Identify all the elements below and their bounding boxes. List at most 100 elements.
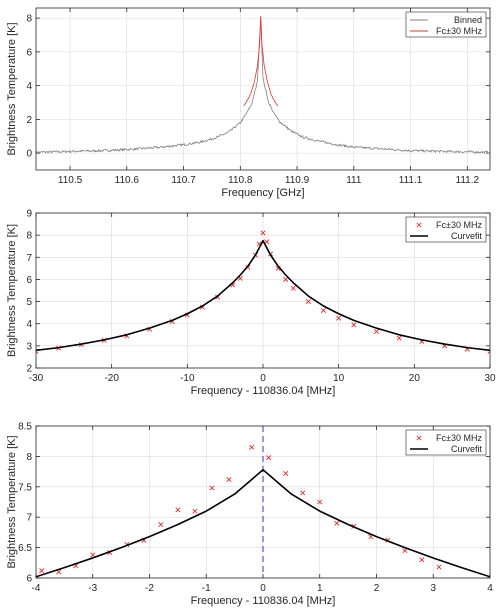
data-point	[158, 521, 164, 528]
data-point	[402, 548, 408, 554]
x-tick-label: 10	[333, 373, 345, 384]
data-point	[175, 507, 181, 513]
plot-frame	[35, 212, 491, 369]
legend-label: Curvefit	[451, 444, 483, 454]
data-point	[305, 299, 311, 305]
data-point	[373, 328, 380, 334]
x-tick-label: 20	[409, 373, 421, 384]
series-line-2	[36, 468, 490, 578]
y-tick-label: 6	[26, 47, 32, 58]
legend-label: Fc±30 MHz	[436, 433, 482, 443]
legend-label: Curvefit	[451, 231, 483, 241]
data-point	[192, 508, 198, 514]
y-tick-label: 0	[26, 149, 32, 160]
x-tick-label: 111.1	[399, 175, 423, 186]
legend-box	[405, 216, 487, 243]
legend-swatch	[416, 435, 422, 441]
y-tick-label: 5	[26, 297, 32, 308]
x-tick-label: 111	[346, 175, 362, 186]
series-line-1	[36, 16, 490, 154]
x-tick-label: -1	[202, 583, 211, 594]
x-tick-label: 110.6	[115, 175, 140, 186]
data-point	[396, 335, 402, 341]
y-axis-label: Brightness Temperature [K]	[6, 22, 18, 155]
x-tick-label: 111.2	[456, 175, 480, 186]
data-point	[436, 564, 442, 570]
y-tick-label: 6	[26, 574, 32, 585]
legend-label: Fc±30 MHz	[436, 220, 482, 230]
data-point	[249, 444, 255, 450]
chart-1: 110.5 110.6 110.7 110.8 110.9 111 111.1 111.2 0 2…	[6, 7, 491, 199]
y-tick-label: 2	[26, 115, 32, 126]
data-point	[419, 557, 425, 563]
x-tick-label: -30	[29, 373, 44, 384]
y-tick-label: 4	[26, 319, 32, 330]
x-axis-label: Frequency - 110836.04 [MHz]	[191, 385, 336, 397]
x-tick-label: 0	[260, 373, 266, 384]
y-tick-label: 6	[26, 275, 32, 286]
data-point	[290, 285, 296, 291]
x-tick-label: -2	[145, 583, 154, 594]
x-tick-label: -3	[88, 583, 97, 594]
legend-box	[405, 11, 487, 38]
y-axis-label: Brightness Temperature [K]	[6, 224, 18, 357]
data-layer	[36, 16, 490, 154]
x-tick-label: -10	[180, 373, 195, 384]
data-point	[90, 552, 96, 558]
y-tick-label: 8	[26, 14, 32, 25]
data-point	[39, 568, 45, 574]
data-point	[283, 470, 289, 476]
y-axis-label: Brightness Temperature [K]	[6, 435, 18, 568]
data-point	[317, 499, 323, 505]
chart-2: -30 -20 -10 0 10 20 30 2 3 4 5 6 7 8 9 Frequency - 1108…	[6, 209, 496, 398]
data-point	[266, 455, 272, 461]
x-tick-label: 3	[430, 583, 436, 594]
data-point	[264, 239, 270, 245]
y-tick-label: 3	[26, 341, 32, 352]
legend-label: Binned	[454, 15, 482, 25]
x-tick-label: 30	[484, 373, 496, 384]
data-point	[351, 322, 357, 328]
data-point	[300, 490, 306, 496]
legend-box	[405, 429, 487, 456]
data-point	[334, 520, 340, 526]
y-tick-label: 6.5	[18, 543, 32, 554]
y-tick-label: 7	[26, 253, 32, 264]
y-tick-label: 8.5	[18, 422, 32, 433]
x-tick-label: 110.7	[171, 175, 196, 186]
data-layer	[36, 426, 490, 578]
x-tick-label: 110.5	[58, 175, 83, 186]
y-tick-label: 9	[26, 209, 32, 220]
y-tick-label: 2	[26, 364, 32, 375]
y-tick-label: 8	[26, 452, 32, 463]
legend-swatch	[416, 222, 422, 228]
series-line-2	[36, 239, 490, 352]
series-line-2	[243, 16, 279, 107]
x-tick-label: -20	[104, 373, 119, 384]
x-tick-label: 2	[374, 583, 380, 594]
x-tick-label: -4	[32, 583, 41, 594]
x-tick-label: 0	[260, 583, 266, 594]
chart-3: -4 -3 -2 -1 0 1 2 3 4 6 6.5 7 7.5 8 8.5 Frequency - 110…	[6, 422, 493, 608]
data-point	[260, 230, 266, 236]
y-tick-label: 4	[26, 81, 32, 92]
data-point	[226, 476, 232, 483]
x-axis-label: Frequency - 110836.04 [MHz]	[191, 595, 336, 607]
data-point	[283, 276, 289, 282]
x-tick-label: 110.8	[228, 175, 253, 186]
x-tick-label: 4	[487, 583, 493, 594]
y-tick-label: 7.5	[18, 482, 32, 493]
data-point	[336, 315, 342, 321]
data-point	[209, 485, 215, 491]
data-layer	[36, 230, 490, 354]
x-tick-label: 1	[317, 583, 323, 594]
x-tick-label: 110.9	[285, 175, 310, 186]
data-point	[321, 307, 327, 313]
plot-frame	[35, 7, 491, 171]
y-tick-label: 7	[26, 513, 32, 524]
y-tick-label: 8	[26, 231, 32, 242]
